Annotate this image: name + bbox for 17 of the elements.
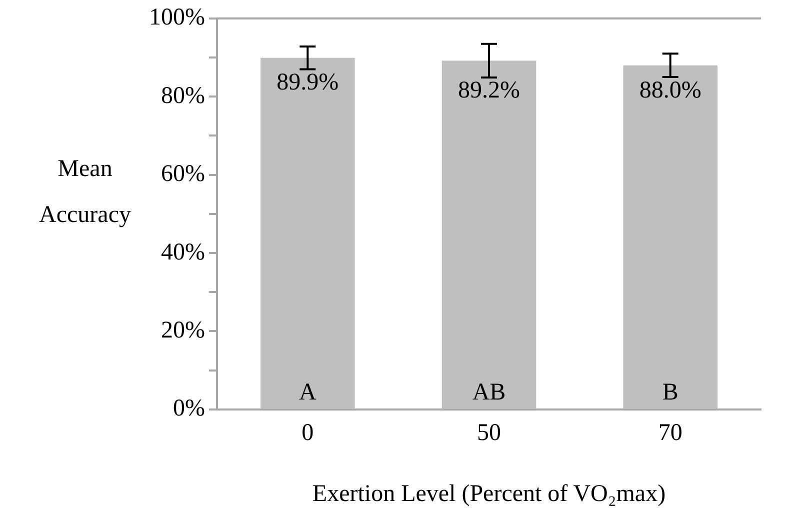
annotation: B [662, 380, 678, 406]
x-tick-label: 70 [658, 420, 682, 446]
y-axis-title: Mean Accuracy [39, 156, 131, 228]
y-tick-label: 40% [160, 239, 205, 266]
data-label: 89.9% [276, 70, 339, 96]
annotation: A [298, 380, 317, 406]
y-tick-label: 0% [172, 396, 205, 422]
x-tick-label: 50 [476, 420, 501, 446]
data-label: 89.2% [458, 78, 520, 104]
y-tick-label: 60% [160, 161, 205, 188]
y-tick-label: 20% [160, 317, 205, 344]
data-label: 88.0% [639, 77, 702, 104]
x-tick-label: 0 [302, 420, 314, 446]
x-axis-title: Exertion Level (Percent of VO₂max) [312, 480, 666, 507]
annotation: AB [472, 380, 506, 406]
y-tick-label: 100% [148, 4, 205, 31]
y-tick-label: 80% [160, 82, 205, 109]
